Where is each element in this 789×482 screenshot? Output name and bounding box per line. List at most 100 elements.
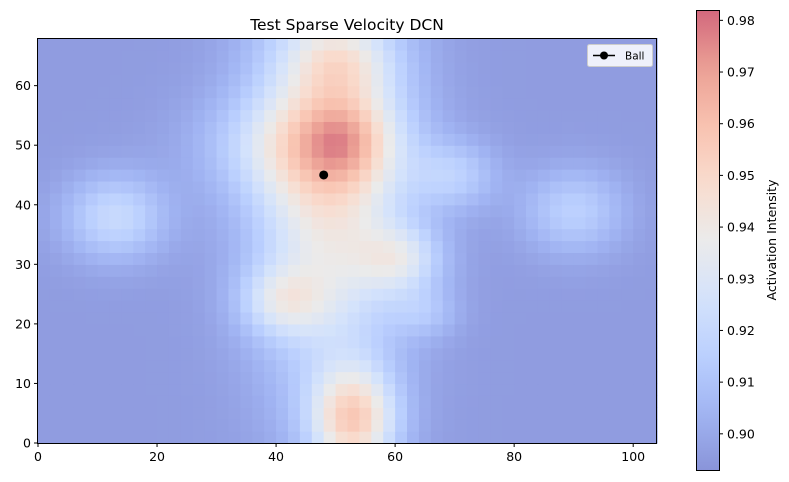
heatmap-cell — [371, 97, 384, 111]
heatmap-cell — [407, 359, 420, 373]
colorbar-tick-label: 0.98 — [727, 13, 755, 28]
heatmap-cell — [61, 61, 75, 75]
heatmap-cell — [478, 61, 491, 75]
heatmap-cell — [121, 157, 134, 170]
heatmap-cell — [371, 228, 384, 242]
heatmap-cell — [549, 371, 563, 385]
heatmap-cell — [133, 407, 146, 420]
heatmap-cell — [371, 276, 384, 289]
heatmap-cell — [395, 300, 408, 313]
heatmap-cell — [514, 323, 527, 337]
heatmap-cell — [299, 204, 313, 218]
heatmap-cell — [526, 169, 539, 182]
heatmap-cell — [168, 311, 182, 325]
heatmap-cell — [38, 157, 51, 170]
heatmap-cell — [466, 419, 480, 432]
heatmap-cell — [478, 85, 491, 99]
heatmap-cell — [311, 145, 325, 158]
heatmap-cell — [442, 240, 456, 254]
heatmap-cell — [430, 180, 444, 194]
heatmap-cell — [168, 383, 182, 396]
heatmap-cell — [585, 252, 599, 265]
heatmap-cell — [359, 431, 372, 444]
heatmap-cell — [359, 264, 372, 277]
heatmap-cell — [109, 347, 122, 361]
heatmap-cell — [597, 228, 610, 242]
heatmap-cell — [585, 145, 599, 158]
heatmap-cell — [383, 157, 396, 170]
heatmap-cell — [121, 276, 134, 289]
heatmap-cell — [61, 73, 75, 87]
heatmap-cell — [407, 335, 420, 349]
heatmap-cell — [466, 73, 480, 87]
heatmap-cell — [109, 97, 122, 111]
heatmap-cell — [383, 311, 396, 325]
heatmap-cell — [264, 133, 277, 146]
heatmap-cell — [383, 300, 396, 313]
heatmap-cell — [395, 383, 408, 396]
heatmap-cell — [61, 109, 75, 122]
heatmap-cell — [276, 419, 289, 432]
heatmap-cell — [371, 121, 384, 134]
heatmap-cell — [192, 419, 206, 432]
heatmap-cell — [73, 169, 87, 182]
heatmap-cell — [133, 359, 146, 373]
heatmap-cell — [585, 407, 599, 420]
heatmap-cell — [85, 192, 99, 206]
heatmap-cell — [621, 216, 634, 230]
heatmap-cell — [597, 216, 610, 230]
heatmap-cell — [85, 109, 99, 122]
heatmap-cell — [442, 49, 456, 63]
x-axis: 0 20 40 60 80 100 — [34, 443, 645, 464]
heatmap-cell — [311, 359, 325, 373]
heatmap-cell — [276, 145, 289, 158]
heatmap-cell — [180, 121, 194, 134]
heatmap-cell — [204, 431, 218, 444]
heatmap-cell — [323, 276, 337, 289]
heatmap-cell — [157, 192, 170, 206]
heatmap-cell — [502, 204, 515, 218]
heatmap-cell — [73, 121, 87, 134]
heatmap-cell — [335, 49, 349, 63]
heatmap-cell — [240, 85, 253, 99]
heatmap-cell — [299, 38, 313, 51]
heatmap-cell — [145, 49, 158, 63]
heatmap-cell — [228, 157, 241, 170]
heatmap-cell — [264, 180, 277, 194]
heatmap-cell — [252, 85, 265, 99]
heatmap-cell — [192, 157, 206, 170]
heatmap-cell — [97, 371, 111, 385]
heatmap-cell — [38, 383, 51, 396]
heatmap-cell — [502, 252, 515, 265]
heatmap-cell — [61, 395, 75, 408]
heatmap-cell — [204, 97, 218, 111]
heatmap-cell — [204, 407, 218, 420]
heatmap-cell — [573, 73, 587, 87]
heatmap-cell — [478, 180, 491, 194]
heatmap-cell — [502, 133, 515, 146]
heatmap-cell — [145, 395, 158, 408]
heatmap-cell — [240, 252, 253, 265]
heatmap-cell — [299, 240, 313, 254]
heatmap-cell — [287, 49, 301, 63]
heatmap-cell — [109, 216, 122, 230]
heatmap-cell — [192, 192, 206, 206]
heatmap-cell — [537, 252, 551, 265]
heatmap-cell — [192, 85, 206, 99]
heatmap-cell — [549, 145, 563, 158]
heatmap-cell — [633, 371, 646, 385]
heatmap-cell — [537, 335, 551, 349]
heatmap-cell — [287, 38, 301, 51]
heatmap-cell — [549, 133, 563, 146]
heatmap-cell — [395, 407, 408, 420]
heatmap-cell — [157, 300, 170, 313]
heatmap-cell — [121, 419, 134, 432]
heatmap-cell — [561, 180, 575, 194]
heatmap-cell — [168, 359, 182, 373]
heatmap-cell — [85, 180, 99, 194]
heatmap-cell — [49, 109, 63, 122]
heatmap-cell — [407, 49, 420, 63]
heatmap-cell — [442, 169, 456, 182]
heatmap-cell — [645, 121, 658, 134]
heatmap-cell — [335, 359, 349, 373]
